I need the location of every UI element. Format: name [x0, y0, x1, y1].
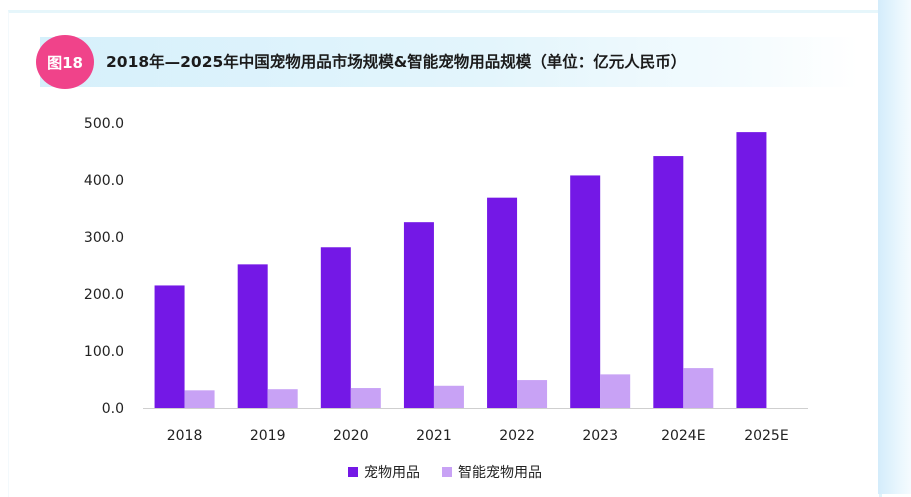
bar-pet-products	[736, 132, 767, 408]
chart-card	[8, 10, 882, 497]
legend-swatch-smart-pet-products	[442, 467, 452, 477]
legend-label-smart-pet-products: 智能宠物用品	[458, 465, 542, 481]
x-tick-label: 2025E	[744, 428, 788, 444]
y-tick-label: 200.0	[84, 287, 124, 303]
title-band	[40, 37, 858, 87]
x-tick-label: 2023	[582, 428, 618, 444]
x-tick-label: 2022	[499, 428, 535, 444]
chart-title: 2018年—2025年中国宠物用品市场规模&智能宠物用品规模（单位：亿元人民币）	[106, 53, 687, 71]
bar-smart-pet-products	[433, 385, 464, 408]
legend-item-pet-products: 宠物用品	[348, 462, 420, 482]
bar-pet-products	[653, 156, 684, 408]
bar-pet-products	[403, 222, 434, 408]
legend-label-pet-products: 宠物用品	[364, 465, 420, 481]
bar-pet-products	[487, 197, 518, 408]
bar-smart-pet-products	[683, 368, 714, 408]
bar-smart-pet-products	[350, 388, 381, 408]
x-tick-label: 2021	[416, 428, 452, 444]
decorative-edge	[878, 0, 911, 494]
y-tick-label: 100.0	[84, 344, 124, 360]
bar-smart-pet-products	[600, 374, 631, 408]
legend-item-smart-pet-products: 智能宠物用品	[442, 462, 542, 482]
x-tick-label: 2018	[167, 428, 203, 444]
bar-smart-pet-products	[184, 390, 215, 408]
bar-smart-pet-products	[267, 389, 298, 408]
x-tick-label: 2019	[250, 428, 286, 444]
bar-pet-products	[154, 285, 185, 408]
legend: 宠物用品 智能宠物用品	[348, 462, 542, 482]
y-tick-label: 400.0	[84, 173, 124, 189]
figure-badge: 图18	[36, 35, 94, 89]
bar-pet-products	[570, 175, 601, 408]
bar-smart-pet-products	[517, 380, 548, 408]
y-tick-label: 300.0	[84, 230, 124, 246]
bar-pet-products	[320, 247, 351, 408]
bar-pet-products	[237, 264, 268, 408]
y-tick-label: 0.0	[102, 401, 124, 417]
x-tick-label: 2024E	[661, 428, 705, 444]
y-tick-label: 500.0	[84, 116, 124, 132]
legend-swatch-pet-products	[348, 467, 358, 477]
x-tick-label: 2020	[333, 428, 369, 444]
